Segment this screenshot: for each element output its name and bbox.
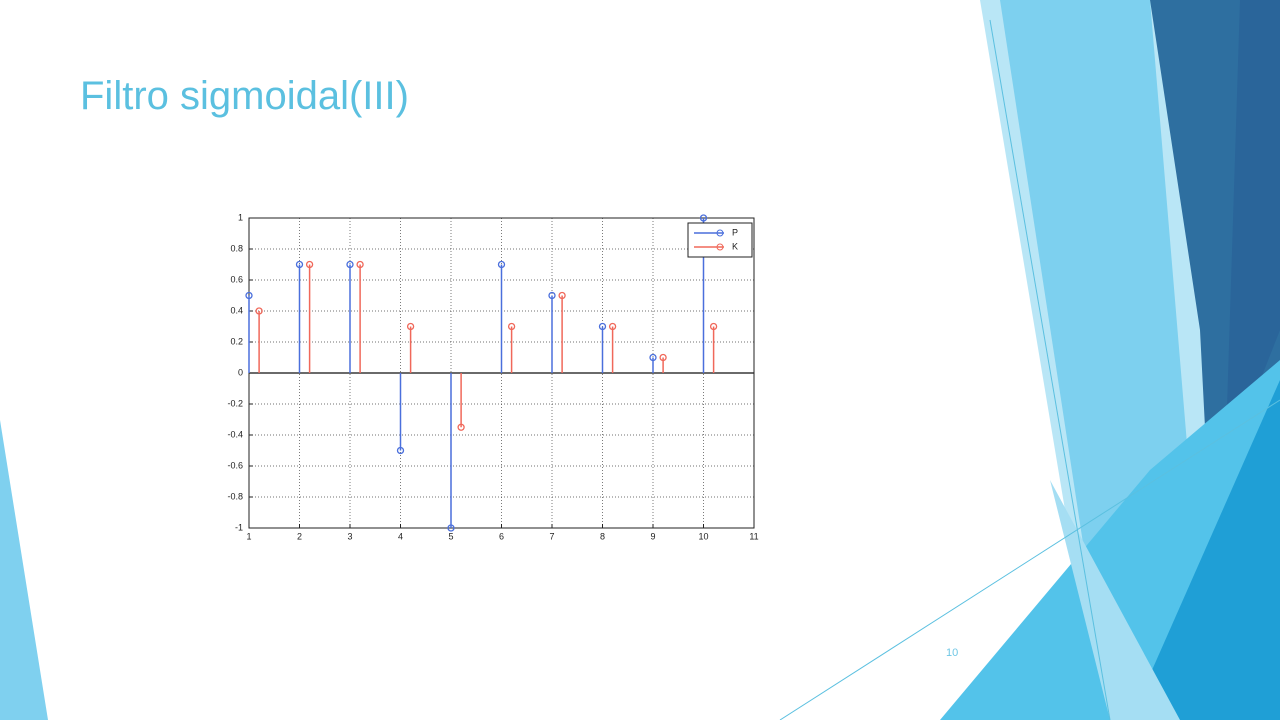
stem-marker [659,353,667,362]
stem-marker [396,446,405,455]
x-tick-label: 9 [650,531,655,541]
y-tick-label: 0.8 [230,243,243,253]
y-tick-label: 1 [238,212,243,222]
legend-marker [716,243,724,251]
stem-marker [346,260,354,269]
stem-marker [497,260,506,269]
y-tick-label: -1 [235,522,243,532]
y-tick-label: 0.6 [230,274,243,284]
x-tick-label: 4 [398,531,403,541]
stem-marker [709,322,718,331]
x-tick-label: 3 [347,531,352,541]
stem-marker [548,291,556,300]
y-tick-label: -0.6 [227,460,243,470]
stem-marker [598,322,607,331]
x-tick-label: 2 [297,531,302,541]
y-tick-label: 0 [238,367,243,377]
stem-marker [305,260,314,269]
y-tick-label: -0.4 [227,429,243,439]
y-tick-label: -0.2 [227,398,243,408]
x-tick-label: 1 [246,531,251,541]
x-tick-label: 10 [698,531,708,541]
x-tick-label: 6 [499,531,504,541]
legend-label: P [732,227,738,237]
legend-label: K [732,241,738,251]
x-tick-label: 5 [448,531,453,541]
page-number: 10 [946,647,959,659]
stem-marker [608,322,617,331]
x-tick-label: 11 [749,531,758,541]
stem-marker [447,524,455,532]
y-tick-label: 0.2 [230,336,243,346]
stem-marker [457,423,465,431]
stem-marker [406,322,415,331]
stem-marker [245,291,253,300]
slide-title: Filtro sigmoidal(III) [80,74,409,118]
stem-marker [558,291,566,300]
y-tick-label: -0.8 [227,491,243,501]
stem-marker [295,260,304,269]
stem-marker [649,353,657,362]
stem-marker [255,307,263,315]
x-tick-label: 7 [549,531,554,541]
stem-marker [356,260,364,269]
stem-marker [507,322,516,331]
stem-marker [699,214,708,222]
x-tick-label: 8 [600,531,605,541]
legend-box [687,222,753,258]
y-tick-label: 0.4 [230,305,243,315]
legend-marker [716,229,724,237]
